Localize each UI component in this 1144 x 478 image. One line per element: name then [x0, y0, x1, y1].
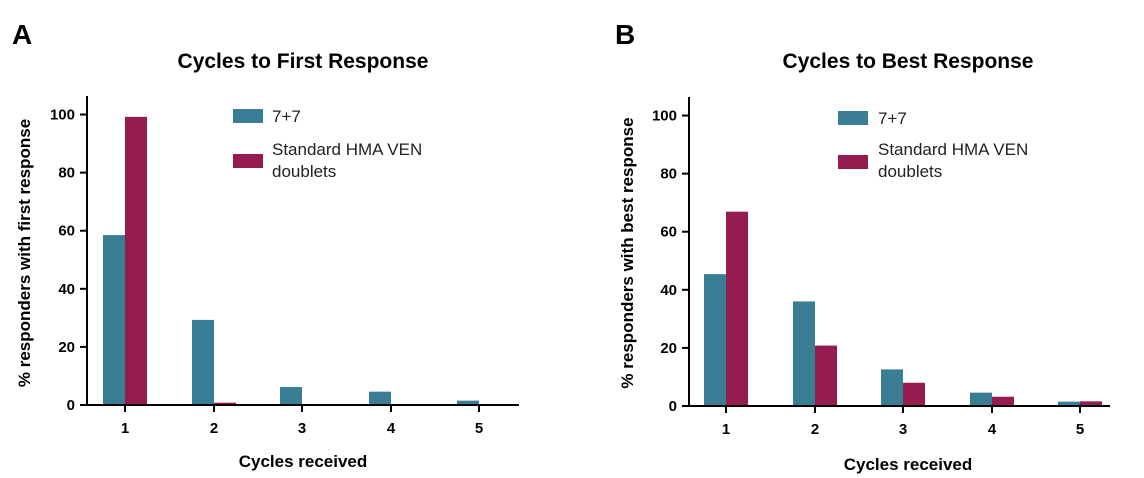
y-tick-label-80-b: 80: [660, 166, 677, 183]
bar-7-7-cycle-1-b: [704, 274, 726, 406]
x-tick-label-5-a: 5: [475, 420, 483, 437]
bar-standard-cycle-4-b: [992, 396, 1014, 406]
x-tick-label-1-b: 1: [722, 421, 730, 438]
x-tick-label-2-b: 2: [811, 421, 819, 438]
bar-standard-cycle-1-a: [125, 116, 147, 405]
bar-standard-cycle-3-b: [903, 382, 925, 406]
y-tick-label-40-a: 40: [58, 281, 75, 298]
bar-7-7-cycle-4-b: [970, 392, 992, 406]
bar-7-7-cycle-3-a: [280, 386, 302, 405]
bar-7-7-cycle-5-b: [1058, 401, 1080, 406]
x-tick-label-5-b: 5: [1076, 421, 1084, 438]
legend-swatch-standard-b: [838, 155, 868, 169]
bar-7-7-cycle-2-b: [793, 301, 815, 406]
chart-panel-b: B Cycles to Best Response % responders w…: [615, 19, 1110, 474]
legend-b: 7+7 Standard HMA VEN doublets: [838, 109, 1028, 181]
bar-7-7-cycle-1-a: [103, 235, 125, 405]
x-tick-label-4-b: 4: [988, 421, 997, 438]
x-tick-label-4-a: 4: [387, 420, 396, 437]
legend-swatch-7-7-b: [838, 111, 868, 125]
x-tick-label-2-a: 2: [210, 420, 218, 437]
legend-label-standard-a: Standard HMA VEN doublets: [272, 140, 422, 181]
legend-label-7-7-a: 7+7: [272, 107, 301, 126]
chart-title-a: Cycles to First Response: [178, 50, 429, 73]
y-tick-label-0-a: 0: [67, 397, 75, 414]
bar-7-7-cycle-2-a: [192, 319, 214, 405]
legend-a: 7+7 Standard HMA VEN doublets: [233, 107, 422, 181]
legend-label-7-7-b: 7+7: [878, 109, 907, 128]
legend-swatch-standard-a: [233, 154, 263, 168]
plot-area-a: 0 20 40 60 80 100 1 2 3 4 5: [50, 96, 519, 437]
chart-panel-a: A Cycles to First Response % responders …: [12, 19, 519, 471]
x-axis-label-b: Cycles received: [844, 455, 973, 474]
legend-label-standard-b: Standard HMA VEN doublets: [878, 140, 1028, 181]
y-tick-label-40-b: 40: [660, 282, 677, 299]
x-axis-label-a: Cycles received: [239, 452, 368, 471]
y-axis-label-a: % responders with first response: [15, 119, 34, 387]
x-tick-label-1-a: 1: [121, 420, 129, 437]
chart-title-b: Cycles to Best Response: [783, 50, 1034, 73]
bar-standard-cycle-2-b: [815, 345, 837, 406]
y-tick-label-100-a: 100: [50, 107, 75, 124]
y-tick-label-100-b: 100: [652, 108, 677, 125]
plot-area-b: 0 20 40 60 80 100 1 2 3 4 5: [652, 97, 1110, 438]
bar-7-7-cycle-5-a: [457, 400, 479, 405]
bar-standard-cycle-2-a: [214, 402, 236, 405]
y-tick-label-20-a: 20: [58, 339, 75, 356]
bar-standard-cycle-5-b: [1080, 401, 1102, 406]
panel-letter-b: B: [615, 19, 635, 50]
legend-swatch-7-7-a: [233, 109, 263, 123]
y-tick-label-60-a: 60: [58, 223, 75, 240]
y-tick-label-60-b: 60: [660, 224, 677, 241]
y-axis-label-b: % responders with best response: [618, 117, 637, 388]
x-tick-label-3-a: 3: [298, 420, 306, 437]
y-tick-label-80-a: 80: [58, 165, 75, 182]
y-tick-label-0-b: 0: [669, 398, 677, 415]
x-tick-label-3-b: 3: [899, 421, 907, 438]
bar-7-7-cycle-3-b: [881, 369, 903, 406]
y-tick-label-20-b: 20: [660, 340, 677, 357]
bar-7-7-cycle-4-a: [369, 391, 391, 405]
panel-letter-a: A: [12, 19, 32, 50]
bar-standard-cycle-1-b: [726, 211, 748, 406]
